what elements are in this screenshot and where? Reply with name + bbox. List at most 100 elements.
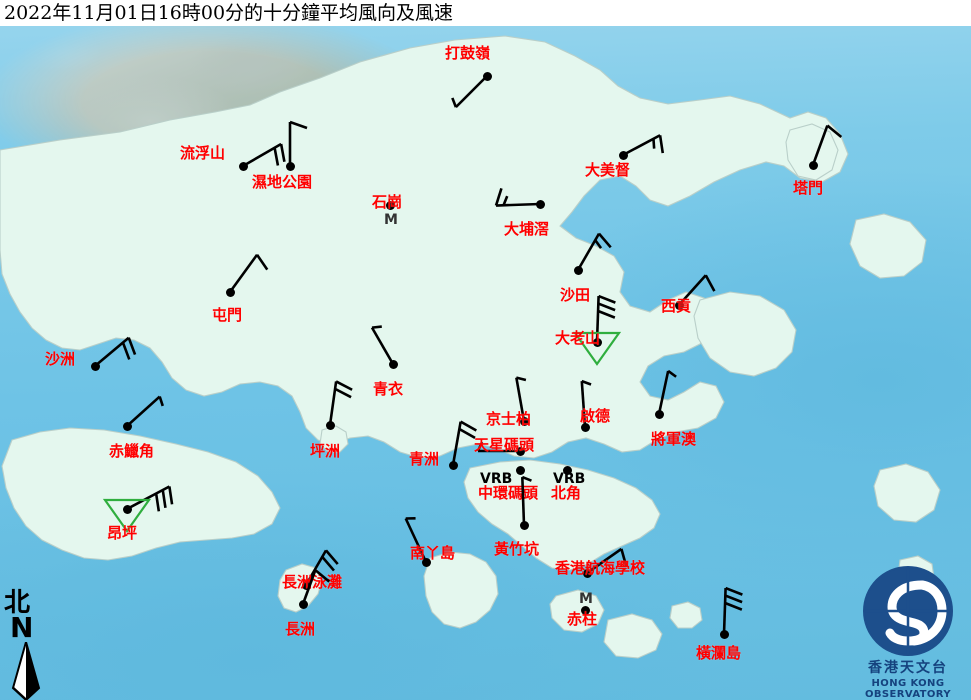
station-name-label: 黃竹坑 <box>494 540 540 558</box>
station-name-label: 橫瀾島 <box>696 644 742 662</box>
station-dot <box>515 465 525 475</box>
wind-barb-icon <box>304 549 339 586</box>
station-name-label: 大埔滘 <box>504 220 550 238</box>
wind-barb-icon <box>242 142 286 168</box>
wind-barb-icon <box>451 420 477 466</box>
page-title: 2022年11月01日16時00分的十分鐘平均風向及風速 <box>4 2 454 24</box>
wind-barb-icon <box>494 187 541 207</box>
hko-name-en: HONG KONG OBSERVATORY <box>865 678 951 700</box>
variable-wind-label: VRB <box>553 471 586 487</box>
wind-barb-icon <box>126 395 164 427</box>
station-dot <box>573 265 583 275</box>
station-name-label: 京士柏 <box>486 410 532 428</box>
wind-barb-icon <box>126 485 174 512</box>
hko-logo: 香港天文台 HONG KONG OBSERVATORY <box>845 565 971 700</box>
variable-wind-label: VRB <box>480 471 513 487</box>
station-dot <box>122 421 132 431</box>
station-dot <box>515 446 525 456</box>
compass-needle-icon <box>11 642 41 700</box>
station-name-label: 香港航海學校 <box>555 559 646 577</box>
station-name-label: 北角 <box>551 484 582 502</box>
compass-label-cn: 北 <box>4 588 31 618</box>
wind-barb-icon <box>678 274 716 306</box>
station-dot <box>90 361 100 371</box>
wind-barb-icon <box>586 547 628 575</box>
station-dot <box>285 161 295 171</box>
station-name-label: 天星碼頭 <box>474 436 535 454</box>
station-dot <box>580 422 590 432</box>
title-bar: 2022年11月01日16時00分的十分鐘平均風向及風速 <box>0 0 971 26</box>
station-dot <box>582 568 592 578</box>
station-name-label: 青洲 <box>409 450 440 468</box>
station-dot <box>301 580 311 590</box>
wind-barb-icon <box>521 475 532 526</box>
station-name-label: 流浮山 <box>180 144 226 162</box>
station-name-label: 濕地公園 <box>252 173 313 191</box>
wind-barb-icon <box>451 75 488 109</box>
wind-barb-icon <box>657 369 677 415</box>
station-dot <box>385 200 395 210</box>
station-dot <box>421 557 431 567</box>
wind-barb-icon <box>576 232 612 271</box>
missing-data-marker: M <box>579 591 593 607</box>
wind-barb-icon <box>622 134 665 157</box>
wind-barb-icon <box>288 120 308 166</box>
station-dot <box>388 359 398 369</box>
station-dot <box>674 300 684 310</box>
wind-barb-icon <box>515 376 527 422</box>
station-name-label: 赤柱 <box>567 610 598 628</box>
compass-rose: 北 N <box>2 590 72 700</box>
station-name-label: 塔門 <box>793 179 824 197</box>
station-name-label: 坪洲 <box>310 442 341 460</box>
station-dot <box>654 409 664 419</box>
station-dot <box>298 599 308 609</box>
hko-emblem-icon <box>863 566 953 656</box>
station-name-label: 啟德 <box>580 407 611 425</box>
station-dot <box>562 465 572 475</box>
station-dot <box>808 160 818 170</box>
station-dot <box>519 520 529 530</box>
station-dot <box>482 71 492 81</box>
wind-barb-icon <box>476 441 520 453</box>
compass-label-en: N <box>10 611 34 644</box>
station-name-label: 長洲 <box>285 620 316 638</box>
station-dot <box>519 416 529 426</box>
wind-barb-icon <box>301 569 331 605</box>
station-name-label: 南丫島 <box>410 544 456 562</box>
station-name-label: 大美督 <box>585 161 631 179</box>
wind-barb-icon <box>228 254 269 293</box>
station-name-label: 西貢 <box>661 297 692 315</box>
station-name-label: 沙田 <box>560 286 591 304</box>
missing-data-marker: M <box>384 212 398 228</box>
station-name-label: 青衣 <box>373 380 404 398</box>
wind-barb-icon <box>404 517 428 563</box>
station-dot <box>592 337 602 347</box>
station-name-label: 赤鱲角 <box>109 442 155 460</box>
station-dot <box>225 287 235 297</box>
station-dot <box>325 420 335 430</box>
wind-barb-icon <box>722 586 743 635</box>
station-dot <box>448 460 458 470</box>
station-name-label: 昂坪 <box>107 524 138 542</box>
station-dot <box>618 150 628 160</box>
wind-barb-icon <box>595 294 616 343</box>
strong-wind-triangle-icon <box>572 331 622 366</box>
wind-barb-icon <box>811 124 843 166</box>
station-name-label: 石崗 <box>372 193 403 211</box>
strong-wind-triangle-icon <box>102 498 152 533</box>
wind-barb-icon <box>94 336 137 367</box>
hko-name-cn: 香港天文台 <box>868 660 948 676</box>
station-dot <box>238 161 248 171</box>
wind-barb-icon <box>580 379 592 428</box>
station-name-label: 打鼓嶺 <box>445 44 491 62</box>
station-dot <box>719 629 729 639</box>
station-name-label: 將軍澳 <box>651 430 697 448</box>
station-name-label: 中環碼頭 <box>478 484 539 502</box>
wind-barb-icon <box>370 325 395 365</box>
station-dot <box>580 605 590 615</box>
station-name-label: 屯門 <box>212 306 243 324</box>
station-name-label: 沙洲 <box>45 350 76 368</box>
